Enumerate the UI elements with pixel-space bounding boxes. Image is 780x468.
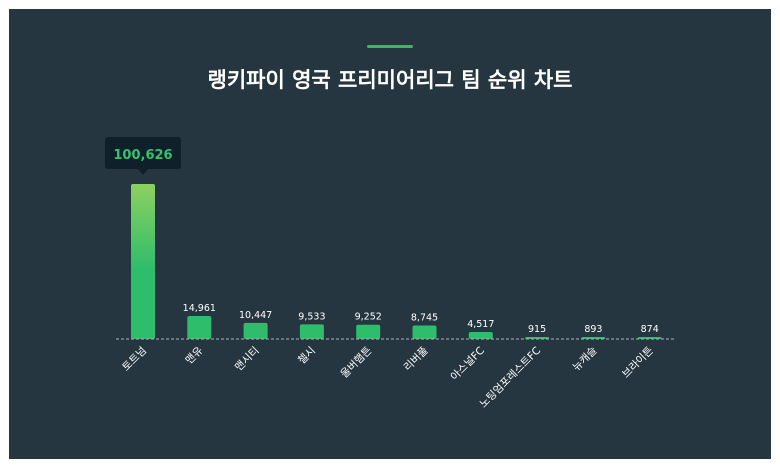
category-label: 맨시티 <box>233 345 262 374</box>
bar-5[interactable] <box>412 325 437 339</box>
category-label: 리버풀 <box>402 344 431 373</box>
tooltip-arrow <box>138 169 148 175</box>
title-accent-bar <box>367 45 413 48</box>
tooltip-value: 100,626 <box>113 148 172 163</box>
bar-value-label: 874 <box>641 324 659 335</box>
category-label: 토트넘 <box>120 345 149 374</box>
category-label: 아스널FC <box>448 345 486 383</box>
chart-title: 랭키파이 영국 프리미어리그 팀 순위 차트 <box>207 68 573 92</box>
category-label: 맨유 <box>183 344 205 366</box>
bar-6[interactable] <box>468 332 493 339</box>
bar-0[interactable] <box>131 184 155 339</box>
bar-value-label: 10,447 <box>239 310 272 321</box>
bar-3[interactable] <box>299 324 324 339</box>
bar-value-label: 893 <box>584 324 602 335</box>
bar-4[interactable] <box>356 324 381 339</box>
bar-value-label: 9,533 <box>298 311 325 322</box>
bar-1[interactable] <box>187 315 212 339</box>
category-label: 울버햄튼 <box>339 344 375 380</box>
bar-value-label: 4,517 <box>467 319 494 330</box>
bar-value-label: 915 <box>528 324 546 335</box>
bar-value-label: 8,745 <box>411 313 438 324</box>
category-label: 첼시 <box>296 345 318 367</box>
category-label: 노팅엄포레스트FC <box>477 345 543 411</box>
bar-value-label: 9,252 <box>355 312 382 323</box>
bar-2[interactable] <box>243 322 268 339</box>
value-tooltip <box>105 137 181 169</box>
category-label: 뉴캐슬 <box>571 344 600 373</box>
category-label: 브라이튼 <box>620 344 656 380</box>
bar-value-label: 14,961 <box>183 303 216 314</box>
